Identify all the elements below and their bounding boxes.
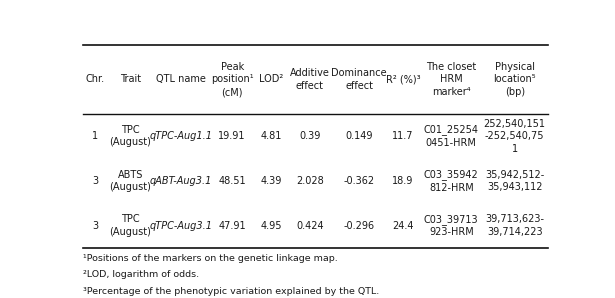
Text: C03_39713
923-HRM: C03_39713 923-HRM xyxy=(424,214,478,237)
Text: 47.91: 47.91 xyxy=(218,221,246,231)
Text: qABT-Aug3.1: qABT-Aug3.1 xyxy=(149,176,212,186)
Text: Trait: Trait xyxy=(120,74,141,84)
Text: 4.81: 4.81 xyxy=(261,131,282,141)
Text: R² (%)³: R² (%)³ xyxy=(386,74,420,84)
Text: C03_35942
812-HRM: C03_35942 812-HRM xyxy=(424,169,478,193)
Text: Chr.: Chr. xyxy=(85,74,105,84)
Text: 0.39: 0.39 xyxy=(300,131,320,141)
Text: ³Percentage of the phenotypic variation explained by the QTL.: ³Percentage of the phenotypic variation … xyxy=(82,287,379,296)
Text: TPC
(August): TPC (August) xyxy=(109,215,151,237)
Text: 18.9: 18.9 xyxy=(392,176,414,186)
Text: ²LOD, logarithm of odds.: ²LOD, logarithm of odds. xyxy=(82,270,199,279)
Text: qTPC-Aug3.1: qTPC-Aug3.1 xyxy=(149,221,212,231)
Text: TPC
(August): TPC (August) xyxy=(109,125,151,147)
Text: ¹Positions of the markers on the genetic linkage map.: ¹Positions of the markers on the genetic… xyxy=(82,254,338,263)
Text: 19.91: 19.91 xyxy=(218,131,246,141)
Text: -0.362: -0.362 xyxy=(344,176,375,186)
Text: Dominance
effect: Dominance effect xyxy=(331,68,387,91)
Text: LOD²: LOD² xyxy=(259,74,284,84)
Text: Peak
position¹
(cM): Peak position¹ (cM) xyxy=(211,62,253,97)
Text: 4.39: 4.39 xyxy=(261,176,282,186)
Text: Physical
location⁵
(bp): Physical location⁵ (bp) xyxy=(493,62,536,97)
Text: The closet
HRM
marker⁴: The closet HRM marker⁴ xyxy=(426,62,477,97)
Text: -0.296: -0.296 xyxy=(344,221,375,231)
Text: ABTS
(August): ABTS (August) xyxy=(109,170,151,192)
Text: 0.424: 0.424 xyxy=(296,221,323,231)
Text: 3: 3 xyxy=(92,221,98,231)
Text: 252,540,151
-252,540,75
1: 252,540,151 -252,540,75 1 xyxy=(484,119,546,153)
Text: 3: 3 xyxy=(92,176,98,186)
Text: 4.95: 4.95 xyxy=(261,221,282,231)
Text: C01_25254
0451-HRM: C01_25254 0451-HRM xyxy=(424,125,479,148)
Text: 1: 1 xyxy=(92,131,98,141)
Text: 35,942,512-
35,943,112: 35,942,512- 35,943,112 xyxy=(485,170,544,192)
Text: 24.4: 24.4 xyxy=(392,221,414,231)
Text: 39,713,623-
39,714,223: 39,713,623- 39,714,223 xyxy=(485,215,544,237)
Text: 2.028: 2.028 xyxy=(296,176,323,186)
Text: Additive
effect: Additive effect xyxy=(290,68,330,91)
Text: 48.51: 48.51 xyxy=(218,176,246,186)
Text: 11.7: 11.7 xyxy=(392,131,414,141)
Text: 0.149: 0.149 xyxy=(345,131,373,141)
Text: qTPC-Aug1.1: qTPC-Aug1.1 xyxy=(149,131,212,141)
Text: QTL name: QTL name xyxy=(156,74,205,84)
